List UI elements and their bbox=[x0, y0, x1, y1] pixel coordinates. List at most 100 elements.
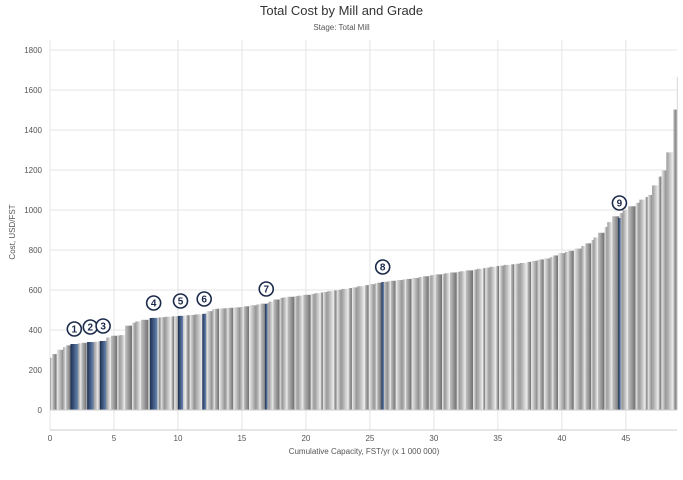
cost-bar bbox=[449, 272, 457, 410]
cost-bar bbox=[364, 285, 369, 410]
highlighted-mill-bar bbox=[264, 304, 268, 410]
cost-bar bbox=[406, 278, 412, 410]
cost-bar bbox=[132, 322, 136, 410]
cost-bar bbox=[676, 76, 678, 410]
cost-bar bbox=[489, 266, 497, 410]
cost-bar bbox=[225, 308, 229, 410]
cost-bar bbox=[243, 306, 250, 410]
mill-marker-circle bbox=[258, 281, 275, 297]
chart-subtitle: Stage: Total Mill bbox=[313, 23, 370, 32]
x-tick-label: 0 bbox=[48, 434, 53, 443]
cost-bar bbox=[195, 314, 203, 410]
cost-bar bbox=[140, 319, 149, 410]
mill-marker-label: 1 bbox=[72, 325, 78, 336]
mill-marker-circle bbox=[374, 259, 391, 275]
cost-bar bbox=[52, 354, 57, 410]
cost-bar bbox=[442, 273, 445, 410]
mill-marker-circle bbox=[145, 295, 162, 311]
cost-bar bbox=[431, 275, 436, 410]
cost-bar bbox=[63, 347, 67, 410]
cost-bar bbox=[174, 316, 180, 410]
cost-bar bbox=[294, 296, 298, 410]
cost-bar bbox=[647, 194, 653, 410]
cost-bar bbox=[419, 277, 423, 410]
cost-bar bbox=[160, 317, 165, 410]
mill-marker-circle bbox=[95, 318, 111, 334]
mill-marker-circle bbox=[196, 291, 212, 307]
mill-markers: 1 2 3 4 5 6 7 8 9 bbox=[66, 195, 628, 337]
cost-bar bbox=[66, 345, 71, 410]
highlighted-mill-bar bbox=[618, 218, 621, 410]
mill-marker-circle bbox=[66, 321, 83, 337]
y-axis-title: Cost, USD/FST bbox=[8, 204, 17, 259]
cost-bar bbox=[499, 265, 504, 410]
cost-bar bbox=[171, 316, 175, 410]
mill-marker-label: 9 bbox=[617, 199, 623, 210]
cost-bar bbox=[444, 273, 450, 410]
cost-bar bbox=[327, 291, 334, 410]
cost-bar bbox=[514, 263, 520, 410]
cost-bar bbox=[106, 337, 111, 410]
cost-bar bbox=[212, 309, 215, 411]
cost-bar bbox=[422, 276, 429, 410]
cost-bar bbox=[240, 306, 244, 410]
cost-bar bbox=[260, 303, 267, 410]
cost-bar bbox=[473, 269, 478, 410]
cost-bar bbox=[56, 349, 64, 410]
cost-bar bbox=[117, 335, 121, 410]
cost-bar bbox=[658, 176, 662, 410]
cost-bar bbox=[666, 152, 674, 410]
cost-bar bbox=[607, 222, 613, 410]
cost-bar bbox=[341, 288, 349, 410]
cost-bar bbox=[77, 343, 82, 410]
mill-marker-label: 5 bbox=[178, 297, 184, 308]
cost-bar bbox=[465, 270, 474, 410]
cost-bar bbox=[550, 256, 554, 410]
y-tick-label: 200 bbox=[29, 366, 43, 375]
cost-bar bbox=[189, 314, 195, 410]
cost-bar bbox=[527, 261, 532, 410]
cost-bar bbox=[282, 297, 288, 410]
cost-bar bbox=[125, 325, 133, 410]
cost-bar bbox=[206, 311, 213, 410]
cost-bar bbox=[622, 210, 629, 410]
cost-bar bbox=[411, 277, 420, 410]
highlighted-mill-bar bbox=[99, 341, 107, 410]
highlighted-mill-bar bbox=[202, 314, 207, 410]
cost-bar bbox=[652, 185, 659, 410]
cost-bar bbox=[537, 260, 540, 410]
cost-bar bbox=[322, 292, 328, 410]
cost-bar bbox=[268, 301, 274, 410]
cost-bar bbox=[597, 232, 605, 410]
x-tick-label: 20 bbox=[301, 434, 310, 443]
cost-bar bbox=[310, 293, 315, 410]
cost-bar bbox=[279, 297, 283, 410]
cost-bar bbox=[320, 292, 323, 410]
cost-bar bbox=[402, 279, 407, 410]
cost-bar bbox=[368, 284, 375, 410]
cost-bar bbox=[395, 280, 403, 410]
x-tick-label: 35 bbox=[493, 434, 502, 443]
cost-bar bbox=[477, 268, 484, 410]
cost-bar bbox=[558, 253, 566, 410]
highlighted-mill-bar bbox=[87, 342, 94, 410]
mill-marker-circle bbox=[611, 195, 628, 211]
cost-bar bbox=[266, 302, 269, 410]
cost-bar bbox=[94, 341, 99, 410]
cost-bar bbox=[565, 251, 569, 410]
y-tick-label: 400 bbox=[29, 326, 43, 335]
cost-bar bbox=[50, 357, 53, 410]
cost-bar bbox=[228, 307, 234, 410]
cost-bar bbox=[519, 262, 528, 410]
cost-bar bbox=[374, 283, 378, 410]
cost-bar bbox=[357, 286, 365, 410]
y-tick-label: 800 bbox=[29, 246, 43, 255]
cost-bar bbox=[503, 264, 511, 410]
cost-bar bbox=[645, 197, 648, 410]
cost-bar bbox=[639, 199, 646, 410]
cost-bar bbox=[612, 216, 620, 410]
mill-marker-label: 3 bbox=[100, 322, 106, 333]
cost-bar bbox=[661, 170, 667, 410]
cost-bar bbox=[186, 315, 190, 410]
